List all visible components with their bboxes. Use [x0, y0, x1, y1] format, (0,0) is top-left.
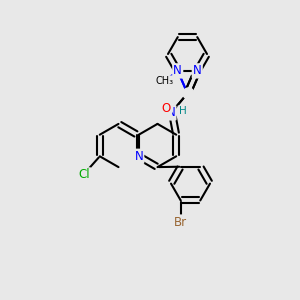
- Text: N: N: [167, 106, 176, 119]
- Text: H: H: [178, 106, 186, 116]
- Text: Cl: Cl: [78, 168, 90, 182]
- Text: N: N: [193, 64, 202, 77]
- Text: CH₃: CH₃: [155, 76, 173, 86]
- Text: O: O: [162, 102, 171, 116]
- Text: Br: Br: [174, 216, 187, 229]
- Text: N: N: [134, 150, 143, 163]
- Text: N: N: [173, 64, 182, 77]
